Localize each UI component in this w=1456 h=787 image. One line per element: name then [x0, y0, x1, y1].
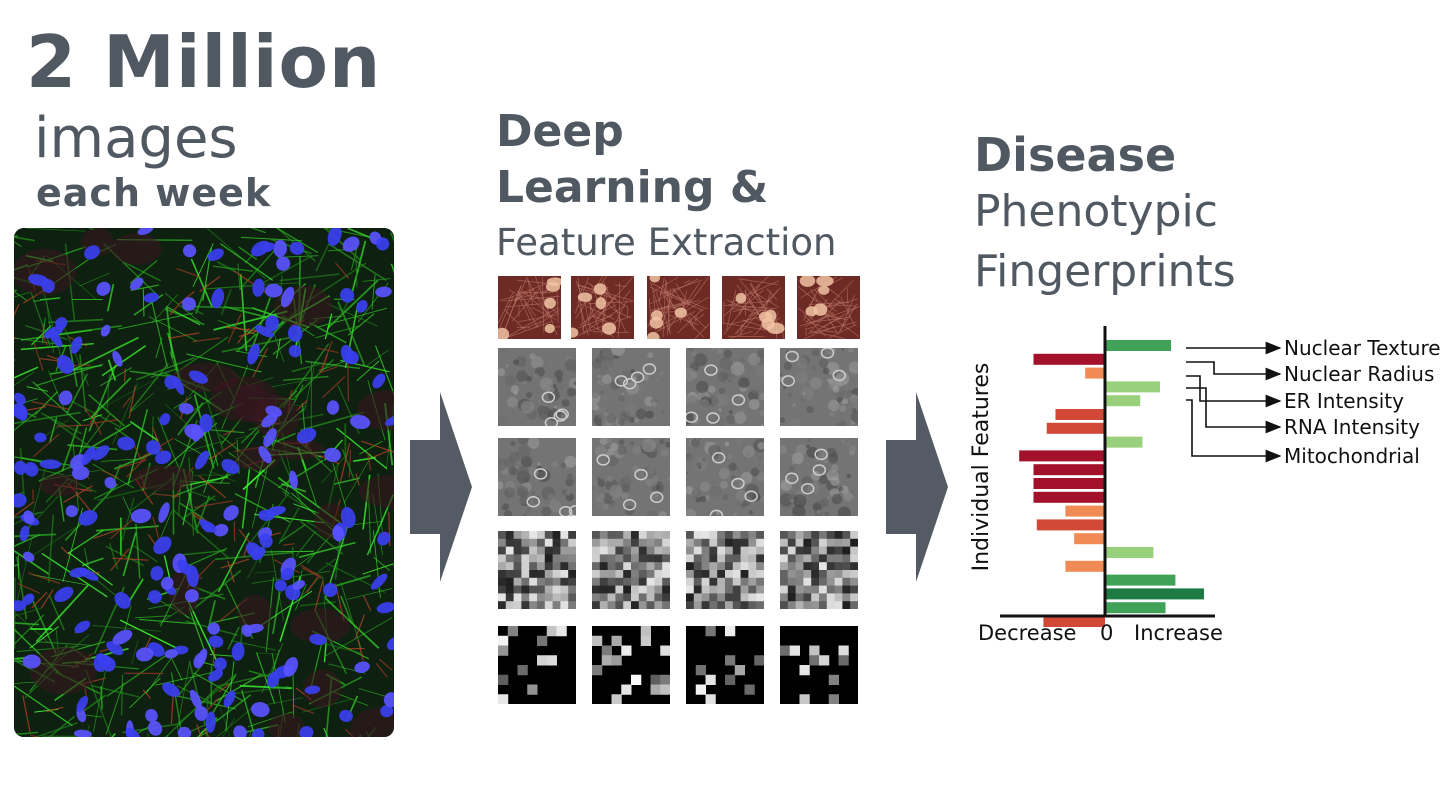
feature-map-tile — [498, 348, 576, 426]
feature-map-tile — [592, 348, 670, 426]
stage3-subtitle-line2: Fingerprints — [974, 246, 1236, 297]
feature-map-tile — [592, 626, 670, 704]
feature-map-tile — [686, 531, 764, 609]
feature-bar-decrease — [1065, 505, 1105, 517]
fingerprint-bar-chart — [1000, 326, 1282, 627]
stage2-title-line2: Learning & — [496, 162, 769, 213]
feature-map-tile — [498, 276, 561, 339]
feature-map-tile — [780, 348, 858, 426]
feature-label-nuclear-radius: Nuclear Radius — [1284, 362, 1435, 386]
stage3-title: Disease — [974, 128, 1177, 182]
flow-arrow-2 — [886, 392, 948, 582]
x-axis-label-decrease: Decrease — [978, 621, 1077, 645]
feature-map-tile — [780, 531, 858, 609]
feature-bar-decrease — [1046, 422, 1105, 434]
feature-bar-decrease — [1065, 560, 1105, 572]
feature-map-tile — [686, 348, 764, 426]
feature-map-tile — [686, 438, 764, 516]
feature-label-er-intensity: ER Intensity — [1284, 389, 1404, 413]
feature-map-tile — [797, 276, 860, 339]
stage1-headline: 2 Million — [26, 20, 382, 104]
feature-bar-increase — [1105, 547, 1154, 558]
feature-map-tile — [592, 438, 670, 516]
feature-bar-decrease — [1043, 616, 1105, 627]
feature-bar-decrease — [1074, 533, 1105, 545]
feature-map-tile — [647, 276, 710, 339]
feature-bar-decrease — [1019, 450, 1105, 462]
feature-map-tile — [686, 626, 764, 704]
feature-bar-increase — [1105, 340, 1171, 351]
feature-map-tile — [780, 438, 858, 516]
feature-bar-decrease — [1033, 491, 1105, 503]
feature-map-tile — [722, 276, 785, 339]
feature-callout-arrow — [1186, 361, 1282, 381]
feature-bar-increase — [1105, 602, 1166, 614]
feature-label-mitochondrial: Mitochondrial — [1284, 444, 1420, 468]
feature-map-tile — [780, 626, 858, 704]
feature-callout-arrow — [1186, 399, 1282, 463]
feature-bar-decrease — [1055, 409, 1105, 420]
stage3-subtitle-line1: Phenotypic — [974, 186, 1218, 237]
feature-callout-arrow — [1186, 387, 1282, 434]
feature-bar-increase — [1105, 395, 1141, 407]
feature-bar-increase — [1105, 574, 1176, 586]
feature-bar-increase — [1105, 436, 1143, 448]
x-axis-label-zero: 0 — [1100, 621, 1114, 645]
flow-arrow-1 — [410, 392, 472, 582]
stage1-detail: each week — [36, 171, 272, 215]
x-axis-label-increase: Increase — [1134, 621, 1223, 645]
feature-bar-increase — [1105, 381, 1160, 393]
feature-bar-decrease — [1033, 353, 1105, 365]
feature-map-grid — [0, 0, 860, 704]
feature-map-tile — [498, 438, 576, 516]
stage2-title-line1: Deep — [496, 106, 624, 157]
feature-map-tile — [571, 276, 634, 339]
cell-microscopy-image — [14, 228, 394, 737]
feature-map-tile — [592, 531, 670, 609]
feature-bar-decrease — [1085, 367, 1105, 379]
chart-y-axis-label: Individual Features — [969, 362, 994, 572]
feature-label-nuclear-texture: Nuclear Texture — [1284, 336, 1441, 360]
feature-label-rna-intensity: RNA Intensity — [1284, 415, 1420, 439]
feature-bar-decrease — [1033, 464, 1105, 476]
stage2-subtitle: Feature Extraction — [496, 221, 837, 264]
feature-map-tile — [498, 626, 576, 704]
feature-bar-decrease — [1033, 478, 1105, 489]
stage1-subline: images — [34, 106, 238, 171]
feature-bar-increase — [1105, 588, 1204, 600]
feature-bar-decrease — [1036, 519, 1105, 531]
feature-map-tile — [498, 531, 576, 609]
